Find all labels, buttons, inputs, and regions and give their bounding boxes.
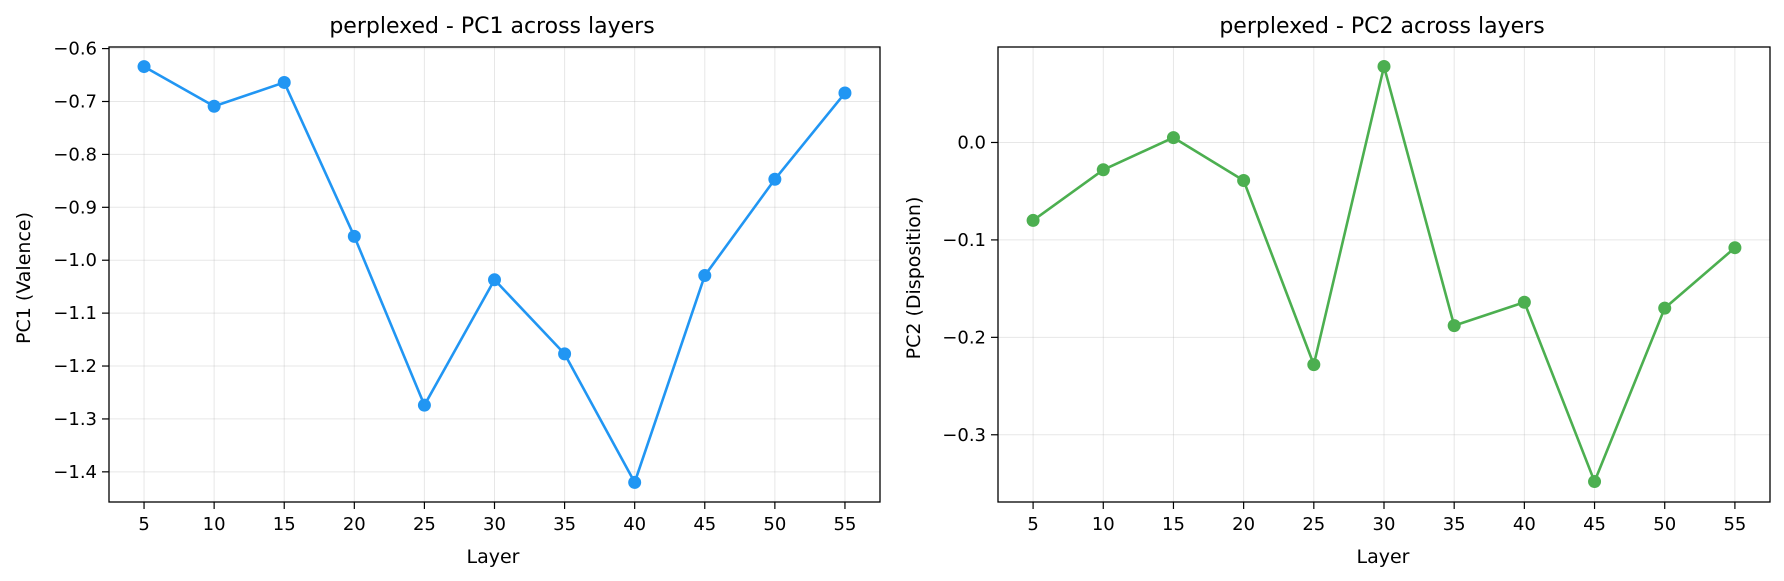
pc2-x-axis-label: Layer (1357, 546, 1410, 568)
pc2-y-tick-label: −0.2 (942, 327, 986, 348)
pc2-data-point (1588, 475, 1602, 489)
pc1-gridlines (109, 47, 880, 502)
pc2-x-tick-label: 25 (1302, 514, 1325, 535)
pc2-x-tick-label: 35 (1443, 514, 1466, 535)
pc1-y-tick-label: −1.0 (53, 250, 97, 271)
pc2-data-point (1237, 173, 1251, 187)
pc2-gridlines (998, 47, 1770, 502)
pc2-ticks: 5 10 15 20 25 30 35 40 45 50 55 0.0 −0.1 −0.2 −0.3 (942, 132, 1746, 535)
pc1-x-tick-label: 45 (693, 514, 716, 535)
pc1-chart-title: perplexed - PC1 across layers (329, 14, 654, 39)
pc1-series (137, 60, 852, 489)
pc2-x-tick-label: 45 (1583, 514, 1606, 535)
pc1-data-point (698, 269, 712, 283)
pc1-data-point (838, 86, 852, 100)
pc1-x-tick-label: 35 (553, 514, 576, 535)
pc1-y-tick-label: −0.8 (53, 144, 97, 165)
pc1-x-tick-label: 30 (483, 514, 506, 535)
pc2-data-point (1307, 358, 1321, 372)
pc1-data-point (137, 60, 151, 74)
pc1-x-tick-label: 5 (138, 514, 149, 535)
pc2-data-point (1096, 163, 1110, 177)
pc1-x-tick-label: 40 (623, 514, 646, 535)
pc1-y-tick-label: −1.2 (53, 356, 97, 377)
pc1-chart-panel: perplexed - PC1 across layers Layer PC1 … (13, 14, 881, 568)
pc1-y-tick-label: −1.1 (53, 303, 97, 324)
pc2-data-point (1447, 319, 1461, 333)
pc1-x-tick-label: 50 (763, 514, 786, 535)
pc2-x-tick-label: 55 (1723, 514, 1746, 535)
pc2-chart-title: perplexed - PC2 across layers (1219, 14, 1544, 39)
pc1-y-tick-label: −0.9 (53, 197, 97, 218)
pc2-series (1026, 59, 1742, 489)
pc2-x-tick-label: 20 (1232, 514, 1255, 535)
pc2-x-tick-label: 50 (1653, 514, 1676, 535)
pc2-data-point (1658, 301, 1672, 315)
pc1-data-point (417, 398, 431, 412)
pc1-x-tick-label: 55 (834, 514, 857, 535)
pc1-y-tick-label: −0.7 (53, 91, 97, 112)
pc1-y-axis-label: PC1 (Valence) (13, 212, 35, 344)
pc1-ticks: 5 10 15 20 25 30 35 40 45 50 55 −0.6 −0.7 −0.8 −0.9 −1.… (53, 39, 856, 535)
pc2-y-tick-label: 0.0 (957, 132, 986, 153)
pc1-x-tick-label: 15 (273, 514, 296, 535)
pc2-chart-panel: perplexed - PC2 across layers Layer PC2 … (903, 14, 1771, 568)
pc2-x-tick-label: 30 (1373, 514, 1396, 535)
pc1-y-tick-label: −1.3 (53, 409, 97, 430)
pc1-x-tick-label: 20 (343, 514, 366, 535)
pc1-data-point (347, 229, 361, 243)
pc2-data-point (1377, 59, 1391, 73)
pc1-data-point (207, 99, 221, 113)
pc1-data-point (488, 273, 501, 287)
pc1-data-point (277, 75, 291, 89)
pc2-y-tick-label: −0.1 (942, 230, 986, 251)
pc2-y-axis-label: PC2 (Disposition) (903, 197, 925, 360)
pc1-data-point (628, 475, 642, 489)
pc1-x-tick-label: 25 (413, 514, 436, 535)
pc1-y-tick-label: −1.4 (53, 462, 97, 483)
pc2-data-point (1728, 241, 1742, 255)
pc1-x-tick-label: 10 (203, 514, 226, 535)
pc2-data-point (1026, 213, 1040, 227)
pc2-y-tick-label: −0.3 (942, 425, 986, 446)
pc2-x-tick-label: 40 (1513, 514, 1536, 535)
pc2-x-tick-label: 15 (1162, 514, 1185, 535)
pc1-y-tick-label: −0.6 (53, 39, 97, 60)
pc2-data-point (1166, 131, 1180, 145)
pc2-x-tick-label: 5 (1027, 514, 1038, 535)
pc1-data-point (768, 172, 782, 186)
pc2-data-point (1517, 295, 1531, 309)
pc1-data-point (558, 347, 572, 361)
pc2-x-tick-label: 10 (1092, 514, 1115, 535)
pc1-x-axis-label: Layer (467, 546, 520, 568)
